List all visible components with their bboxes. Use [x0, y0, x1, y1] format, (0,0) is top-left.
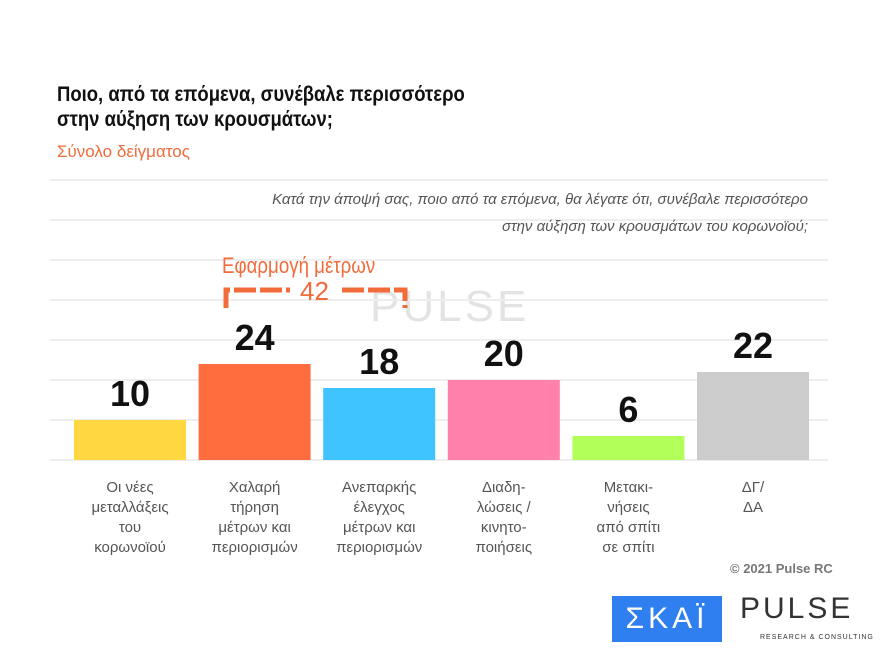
- data-label: 6: [618, 389, 638, 430]
- category-label-line: Χαλαρή: [228, 479, 281, 496]
- category-label-line: Διαδη-: [481, 479, 526, 496]
- category-label-line: ποιήσεις: [475, 539, 533, 556]
- bar: [74, 420, 186, 460]
- category-label-line: περιορισμών: [211, 539, 298, 556]
- data-label: 18: [359, 341, 399, 382]
- category-label-line: μεταλλάξεις: [91, 499, 169, 516]
- data-label: 24: [235, 317, 275, 358]
- bracket-right: [342, 287, 408, 308]
- category-label-line: ΔΓ/: [741, 479, 765, 496]
- bar: [572, 436, 685, 460]
- chart-title: Ποιο, από τα επόμενα, συνέβαλε περισσότε…: [57, 82, 465, 132]
- category-label-line: έλεγχος: [353, 499, 405, 516]
- data-label: 10: [110, 373, 150, 414]
- category-label-line: σε σπίτι: [602, 539, 655, 556]
- category-label-line: μέτρων και: [342, 519, 416, 536]
- category-label-line: από σπίτι: [596, 519, 661, 536]
- pulse-logo-subtitle: RESEARCH & CONSULTING: [760, 634, 874, 641]
- category-label-line: Μετακι-: [603, 479, 654, 496]
- title-line: Ποιο, από τα επόμενα, συνέβαλε περισσότε…: [57, 83, 465, 106]
- category-label: Διαδη-λώσεις / κινητο-ποιήσεις: [442, 478, 566, 558]
- category-label: ΔΓ/ΔΑ: [691, 478, 815, 518]
- category-label-line: Οι νέες: [106, 479, 154, 496]
- title-line: στην αύξηση των κρουσμάτων;: [57, 108, 333, 131]
- category-label-line: Ανεπαρκής: [342, 479, 417, 496]
- category-label-line: ΔΑ: [742, 499, 764, 516]
- category-label-line: περιορισμών: [336, 539, 423, 556]
- category-label-line: του: [118, 519, 142, 536]
- category-label-line: κινητο-: [480, 519, 527, 536]
- bar: [697, 372, 809, 460]
- bar: [198, 364, 311, 460]
- skai-logo: ΣΚΑΪ: [612, 596, 722, 642]
- bracket-left: [223, 287, 290, 308]
- category-label-line: νήσεις: [607, 499, 650, 516]
- category-label-line: τήρηση: [230, 499, 279, 516]
- category-label-line: κορωνοϊού: [94, 539, 166, 556]
- subtitle: Σύνολο δείγματος: [57, 142, 190, 161]
- category-label: Μετακι-νήσεις από σπίτι σε σπίτι: [566, 478, 690, 558]
- data-label: 22: [733, 325, 773, 366]
- question-text: Κατά την άποψή σας, ποιο από τα επόμενα,…: [108, 186, 808, 240]
- group-annotation-value: 42: [300, 276, 329, 306]
- category-label: Χαλαρή τήρηση μέτρων και περιορισμών: [193, 478, 317, 558]
- bar: [447, 380, 560, 460]
- pulse-logo: PULSE: [740, 592, 854, 625]
- question-line: στην αύξηση των κρουσμάτων του κορωνοϊού…: [501, 218, 808, 235]
- category-label: Ανεπαρκής έλεγχος μέτρων και περιορισμών: [317, 478, 441, 558]
- bar: [323, 388, 436, 460]
- category-label-line: λώσεις /: [476, 499, 531, 516]
- copyright: © 2021 Pulse RC: [730, 561, 833, 576]
- category-label-line: μέτρων και: [218, 519, 291, 536]
- category-label: Οι νέες μεταλλάξεις του κορωνοϊού: [68, 478, 192, 558]
- data-label: 20: [484, 333, 524, 374]
- group-annotation-label: Εφαρμογή μέτρων: [222, 253, 376, 278]
- question-line: Κατά την άποψή σας, ποιο από τα επόμενα,…: [272, 191, 808, 208]
